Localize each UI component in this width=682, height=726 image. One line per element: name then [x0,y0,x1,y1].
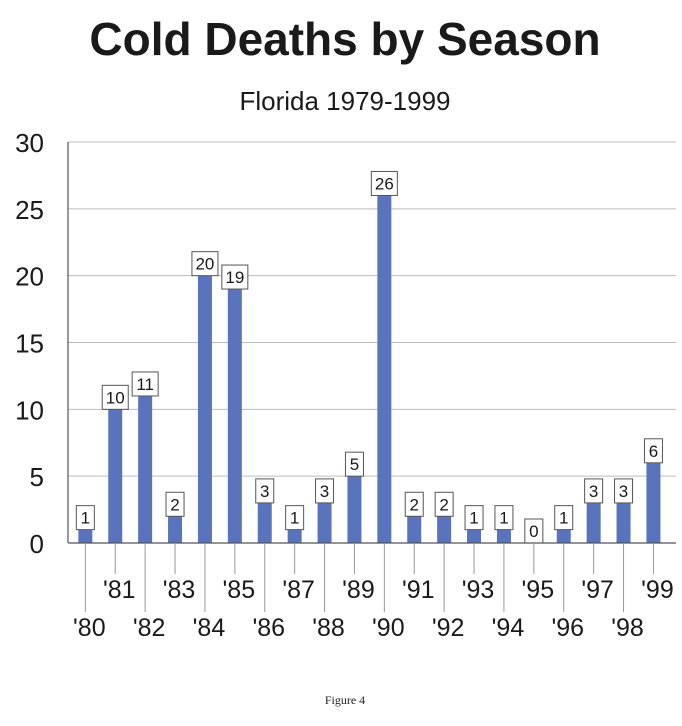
data-label-'95: 0 [529,522,538,541]
data-label-box-'98 [614,478,634,504]
data-label-'99: 6 [649,442,658,461]
y-tick-label-25: 25 [15,195,44,225]
x-tick-label-'99: '99 [641,576,674,604]
data-label-box-'96 [554,505,574,531]
data-label-'92: 2 [439,495,448,514]
data-label-box-'86 [255,478,275,504]
x-tick-label-'93: '93 [462,576,495,604]
bar-'97 [586,502,601,543]
chart-subtitle: Florida 1979-1999 [239,86,450,116]
x-tick-label-'92: '92 [432,614,465,642]
x-tick-label-'96: '96 [551,614,584,642]
data-label-box-'93 [464,505,484,531]
bar-'89 [347,476,362,543]
bar-'83 [168,516,183,543]
data-label-box-'97 [584,478,604,504]
data-label-box-'84 [191,251,219,277]
y-tick-label-30: 30 [15,128,44,158]
data-label-'93: 1 [469,509,478,528]
data-label-'84: 20 [195,255,214,274]
bar-'90 [377,195,392,543]
data-label-'91: 2 [410,495,419,514]
x-tick-label-'84: '84 [193,614,226,642]
data-label-box-'94 [494,505,514,531]
bar-'98 [616,502,631,543]
x-axis: '80 '81 '82 '83 '84 '85 '86 '87 '88 '89 '90 '91 '92 '… [73,543,674,642]
figure-caption: Figure 4 [325,693,365,707]
x-tick-label-'80: '80 [73,614,106,642]
data-label-box-'99 [643,438,663,464]
bar-'82 [138,395,153,543]
x-tick-label-'94: '94 [492,614,525,642]
y-tick-label-10: 10 [15,395,44,425]
data-label-box-'91 [404,491,424,517]
data-label-'97: 3 [589,482,598,501]
data-label-'89: 5 [350,455,359,474]
y-tick-label-0: 0 [30,529,44,559]
x-tick-label-'89: '89 [342,576,375,604]
bar-'84 [197,275,212,543]
bar-'88 [317,502,332,543]
x-tick-label-'82: '82 [133,614,166,642]
data-label-'88: 3 [320,482,329,501]
bars [78,195,661,543]
bar-'92 [437,516,452,543]
data-label-box-'90 [370,170,398,196]
x-tick-label-'81: '81 [103,576,136,604]
data-label-box-'92 [434,491,454,517]
data-label-box-'80 [75,505,95,531]
bar-'99 [646,462,661,543]
data-label-box-'89 [344,451,364,477]
data-label-'80: 1 [81,509,90,528]
x-tick-label-'88: '88 [312,614,345,642]
data-label-box-'85 [221,264,249,290]
data-label-'81: 10 [106,388,125,407]
x-tick-label-'85: '85 [223,576,256,604]
data-label-'96: 1 [559,509,568,528]
y-tick-label-5: 5 [30,462,44,492]
data-label-'94: 1 [499,509,508,528]
data-label-box-'81 [101,384,129,410]
bar-'93 [467,529,482,543]
grid [68,141,676,544]
data-label-box-'83 [165,491,185,517]
bar-'94 [496,529,511,543]
x-tick-label-'83: '83 [163,576,196,604]
bar-'85 [227,289,242,543]
chart-title: Cold Deaths by Season [89,13,600,65]
bar-'87 [287,529,302,543]
data-label-'85: 19 [225,268,244,287]
data-label-'90: 26 [375,174,394,193]
bar-'80 [78,529,93,543]
data-label-'98: 3 [619,482,628,501]
bar-'96 [556,529,571,543]
bar-'86 [257,502,272,543]
x-tick-label-'95: '95 [522,576,555,604]
x-tick-label-'98: '98 [611,614,644,642]
x-tick-label-'91: '91 [402,576,435,604]
x-tick-label-'90: '90 [372,614,405,642]
data-label-'86: 3 [260,482,269,501]
bar-'91 [407,516,422,543]
data-label-'87: 1 [290,509,299,528]
y-tick-label-20: 20 [15,262,44,292]
bar-'81 [108,409,123,543]
data-label-box-'82 [131,371,159,397]
x-tick-label-'97: '97 [581,576,614,604]
data-label-'83: 2 [170,495,179,514]
x-tick-label-'87: '87 [282,576,315,604]
data-label-box-'88 [315,478,335,504]
y-tick-label-15: 15 [15,329,44,359]
data-label-'82: 11 [136,375,154,394]
x-tick-label-'86: '86 [252,614,285,642]
data-label-box-'87 [285,505,305,531]
